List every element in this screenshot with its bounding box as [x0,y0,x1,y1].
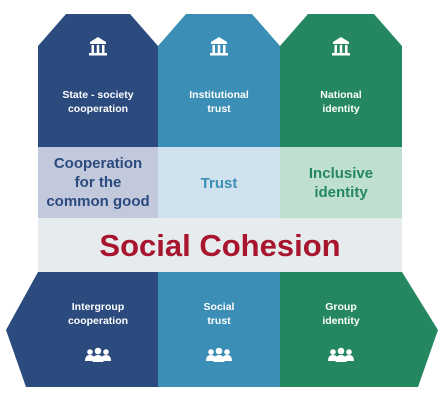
middle-label-1c: common good [46,193,149,210]
column-1-bottom-shape [6,272,158,387]
bottom-label-3b: identity [322,315,359,327]
diagram-title: Social Cohesion [99,228,340,263]
column-2-middle-band [158,147,280,218]
column-2-top-shape [158,14,280,147]
middle-label-1b: for the [75,174,122,191]
column-3-middle-band [280,147,402,218]
column-1-middle-band [38,147,158,218]
institution-icon [332,37,350,56]
middle-label-1a: Cooperation [54,155,142,172]
column-national [280,14,438,387]
header-label-2b: trust [207,103,231,115]
header-label-2a: Institutional [189,89,249,101]
header-label-1a: State - society [62,89,133,101]
header-label-1b: cooperation [68,103,128,115]
header-label-3b: identity [322,103,359,115]
institution-icon [210,37,228,56]
column-1-top-shape [38,14,158,147]
header-label-3a: National [320,89,362,101]
bottom-label-3a: Group [325,301,357,313]
social-cohesion-band [38,218,402,272]
group-icon [206,347,232,362]
middle-label-3b: identity [314,184,368,201]
column-institutional [158,14,280,387]
column-3-bottom-shape [280,272,438,387]
group-icon [328,347,354,362]
middle-label-2a: Trust [201,175,238,192]
column-3-top-shape [280,14,402,147]
bottom-label-1b: cooperation [68,315,128,327]
bottom-label-1a: Intergroup [72,301,125,313]
bottom-label-2b: trust [207,315,231,327]
middle-label-3a: Inclusive [309,165,373,182]
institution-icon [89,37,107,56]
column-state-society [6,14,158,387]
group-icon [85,347,111,362]
column-2-bottom-shape [158,272,280,387]
bottom-label-2a: Social [204,301,235,313]
